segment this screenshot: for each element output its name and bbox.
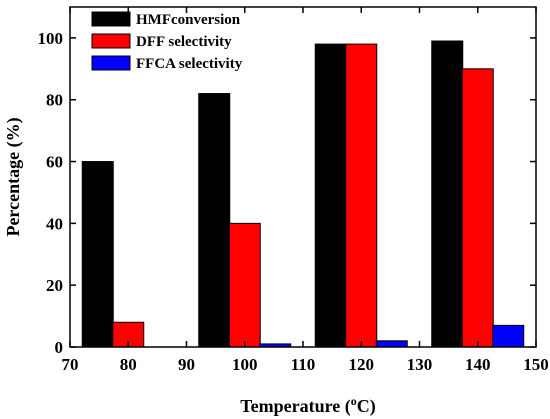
- legend-item-hmf-conversion: HMFconversion: [91, 11, 241, 28]
- y-tick-label-80: 80: [46, 91, 63, 110]
- y-tick-label-100: 100: [38, 29, 64, 48]
- legend-label-ffca-selectivity: FFCA selectivity: [136, 56, 243, 72]
- y-axis-title: Percentage (%): [3, 117, 24, 236]
- x-tick-label-140: 140: [465, 355, 491, 374]
- bar-ffca-selectivity-120: [375, 340, 408, 348]
- legend-item-ffca-selectivity: FFCA selectivity: [91, 55, 243, 72]
- legend-item-dff-selectivity: DFF selectivity: [91, 33, 232, 50]
- x-tick-label-100: 100: [232, 355, 258, 374]
- x-tick-label-150: 150: [523, 355, 549, 374]
- x-tick-label-90: 90: [178, 355, 195, 374]
- legend-label-hmf-conversion: HMFconversion: [136, 12, 241, 28]
- bar-hmf-conversion-120: [314, 43, 347, 348]
- bar-hmf-conversion-100: [198, 93, 231, 348]
- y-tick-label-0: 0: [55, 338, 64, 357]
- y-tick-label-60: 60: [46, 153, 63, 172]
- x-tick-label-110: 110: [291, 355, 316, 374]
- x-tick-label-130: 130: [407, 355, 433, 374]
- x-axis-title: Temperature (oC): [240, 394, 375, 417]
- legend-swatch-hmf-conversion: [91, 11, 131, 27]
- x-tick-label-70: 70: [62, 355, 79, 374]
- y-tick-label-40: 40: [46, 214, 63, 233]
- bar-dff-selectivity-120: [345, 43, 378, 348]
- legend: HMFconversion DFF selectivity FFCA selecti…: [91, 11, 243, 72]
- y-tick-label-20: 20: [46, 276, 63, 295]
- legend-swatch-ffca-selectivity: [91, 55, 131, 71]
- bar-dff-selectivity-100: [228, 222, 261, 348]
- bar-ffca-selectivity-140: [492, 324, 525, 348]
- bar-hmf-conversion-140: [431, 40, 464, 348]
- x-tick-label-120: 120: [349, 355, 375, 374]
- x-tick-label-80: 80: [120, 355, 137, 374]
- tick-labels-group: 70 80 90 100 110 120 130 140 150 0 20 40 60 80 100: [38, 29, 549, 374]
- bar-hmf-conversion-80: [81, 161, 114, 348]
- legend-swatch-dff-selectivity: [91, 33, 131, 49]
- bars-group: [81, 40, 525, 348]
- bar-dff-selectivity-140: [461, 68, 494, 348]
- legend-label-dff-selectivity: DFF selectivity: [136, 34, 232, 50]
